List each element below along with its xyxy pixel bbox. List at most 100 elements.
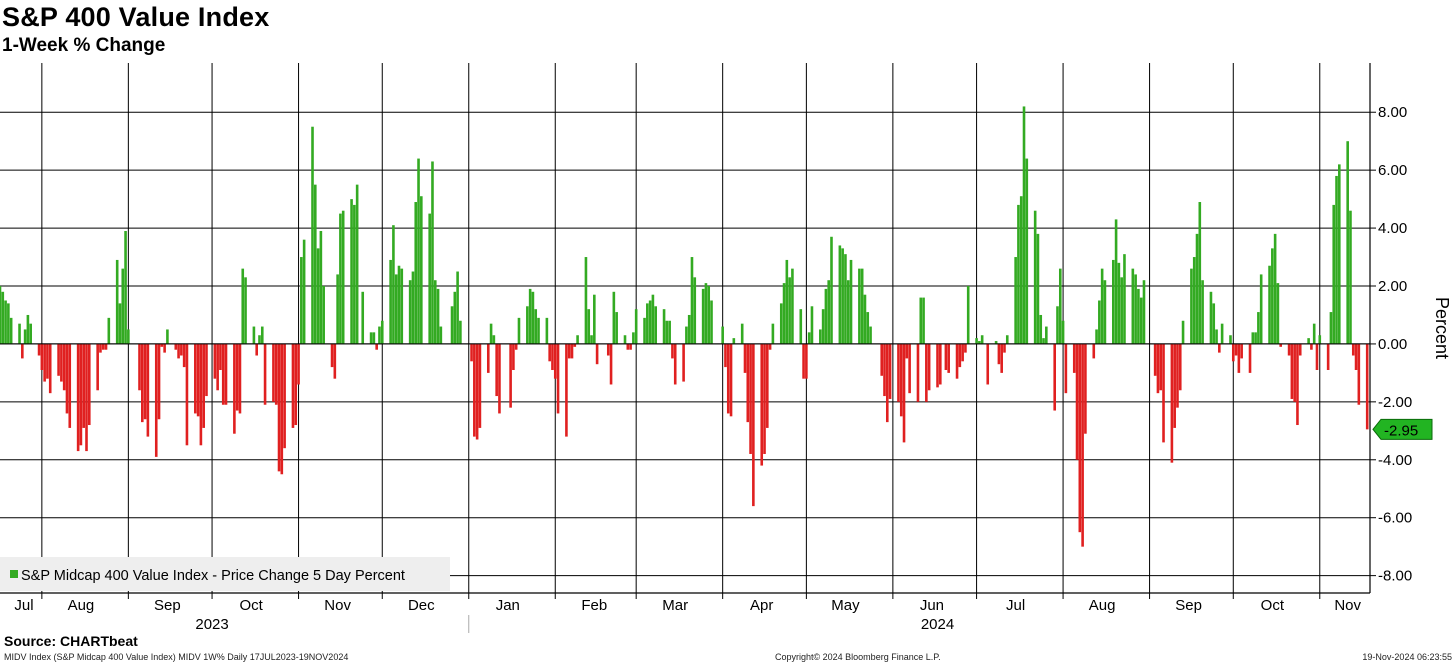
bar xyxy=(160,343,164,347)
bar xyxy=(7,303,10,344)
bar xyxy=(115,259,119,344)
bar xyxy=(526,306,529,344)
bar xyxy=(154,343,158,457)
bar xyxy=(1287,343,1291,356)
bar xyxy=(297,343,300,385)
bar xyxy=(648,300,652,344)
bar xyxy=(668,320,671,344)
bar xyxy=(143,343,147,420)
bar xyxy=(23,329,27,344)
legend-label: S&P Midcap 400 Value Index - Price Chang… xyxy=(21,568,405,584)
bar xyxy=(314,184,317,344)
x-tick-label: Apr xyxy=(750,597,773,614)
bar xyxy=(85,343,88,452)
bar xyxy=(185,343,189,446)
bar xyxy=(37,343,41,356)
y-tick-label: -6.00 xyxy=(1378,510,1412,527)
bar xyxy=(841,248,844,344)
bar xyxy=(1315,343,1319,370)
bar xyxy=(1307,338,1310,344)
timestamp: 19-Nov-2024 06:23:55 xyxy=(1362,652,1452,662)
ticker-info: MIDV Index (S&P Midcap 400 Value Index) … xyxy=(4,652,349,662)
bar xyxy=(433,280,437,344)
bar xyxy=(858,268,861,344)
bar xyxy=(361,291,365,344)
bar xyxy=(545,317,549,344)
bar xyxy=(182,343,186,368)
bar xyxy=(1198,202,1202,344)
bar xyxy=(235,343,239,411)
last-value-label: -2.95 xyxy=(1384,422,1418,439)
bar xyxy=(336,274,339,344)
bar xyxy=(687,314,691,344)
bar xyxy=(26,314,30,344)
bar xyxy=(612,291,616,344)
bar xyxy=(556,343,560,414)
bar xyxy=(665,320,669,344)
bar xyxy=(671,343,674,359)
bar xyxy=(1100,268,1104,344)
bar xyxy=(919,297,923,344)
bar xyxy=(355,184,359,344)
bar xyxy=(431,161,434,344)
bar xyxy=(726,343,730,414)
chart-subtitle: 1-Week % Change xyxy=(2,35,166,56)
bar xyxy=(587,309,591,344)
bar xyxy=(1103,280,1107,344)
bar xyxy=(1123,254,1126,344)
bar xyxy=(838,245,842,344)
x-tick-label: Jun xyxy=(920,597,944,614)
bar xyxy=(1276,283,1280,344)
bar xyxy=(43,343,46,382)
x-tick-label: Feb xyxy=(581,597,607,614)
bar xyxy=(902,343,906,443)
bar xyxy=(978,341,981,344)
bar xyxy=(980,335,984,344)
x-tick-label: Jul xyxy=(1006,597,1025,614)
bar xyxy=(883,343,886,397)
bar xyxy=(1078,343,1082,533)
bar xyxy=(263,343,267,405)
y-tick-label: 0.00 xyxy=(1378,336,1407,353)
bar xyxy=(1064,343,1068,394)
x-tick-label: Aug xyxy=(68,597,95,614)
bar xyxy=(922,297,925,344)
bar xyxy=(372,332,376,344)
chart-title: S&P 400 Value Index xyxy=(2,2,270,32)
bar xyxy=(478,343,482,428)
bar xyxy=(57,343,60,376)
bar xyxy=(707,286,711,344)
bar xyxy=(219,343,222,370)
bar xyxy=(528,288,532,344)
bar xyxy=(908,343,911,394)
bar xyxy=(1084,343,1087,434)
bar xyxy=(1240,343,1243,359)
y-tick-label: -8.00 xyxy=(1378,568,1412,585)
bar xyxy=(224,343,228,405)
bar xyxy=(350,199,353,344)
bar xyxy=(802,343,805,379)
bar xyxy=(1045,326,1048,344)
x-tick-label: Mar xyxy=(662,597,688,614)
bar xyxy=(729,343,733,417)
bar xyxy=(732,338,736,344)
bar xyxy=(163,343,166,353)
bar xyxy=(450,306,454,344)
bar xyxy=(1298,343,1302,356)
bar xyxy=(548,343,551,362)
bar xyxy=(824,288,828,344)
bar xyxy=(456,271,459,344)
bar xyxy=(375,343,378,350)
bar xyxy=(333,343,337,379)
bar xyxy=(517,317,521,344)
x-tick-label: Dec xyxy=(408,597,435,614)
bar xyxy=(339,213,342,344)
bar xyxy=(651,294,655,344)
bar xyxy=(104,343,108,350)
bar xyxy=(690,257,694,344)
bar xyxy=(662,309,666,344)
bar xyxy=(291,343,295,428)
y-tick-label: -4.00 xyxy=(1378,452,1412,469)
bar xyxy=(302,239,306,344)
bar xyxy=(157,343,161,420)
